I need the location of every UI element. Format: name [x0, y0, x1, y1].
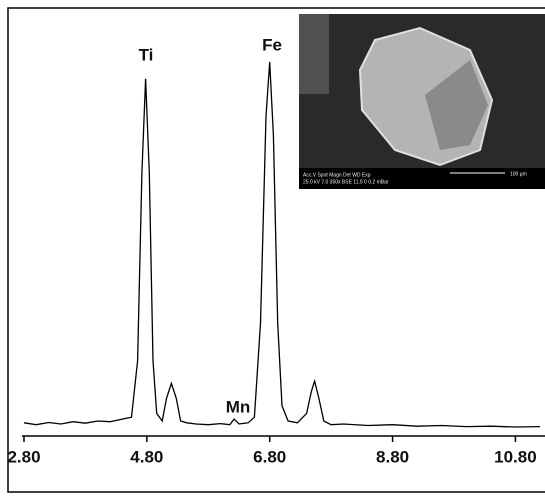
x-tick-label: 4.80: [130, 447, 163, 466]
x-tick-label: 2.80: [7, 447, 40, 466]
peak-label: Fe: [262, 35, 282, 54]
crystal-facet: [425, 60, 488, 150]
inset-label: 25.0 kV 7.0 350x BSE 11.5 0 0.2 mBar: [303, 179, 389, 185]
inset-label: 100 µm: [510, 171, 527, 177]
peak-label: Mn: [226, 397, 251, 416]
x-tick-label: 10.80: [494, 447, 537, 466]
spectrum-line: [23, 61, 541, 428]
sem-inset: [299, 14, 545, 189]
peak-label: Ti: [139, 45, 154, 64]
x-tick-label: 6.80: [253, 447, 286, 466]
x-tick-label: 8.80: [376, 447, 409, 466]
inset-texture: [299, 14, 329, 94]
inset-label: Acc.V Spot Magn Det WD Exp: [303, 172, 371, 178]
